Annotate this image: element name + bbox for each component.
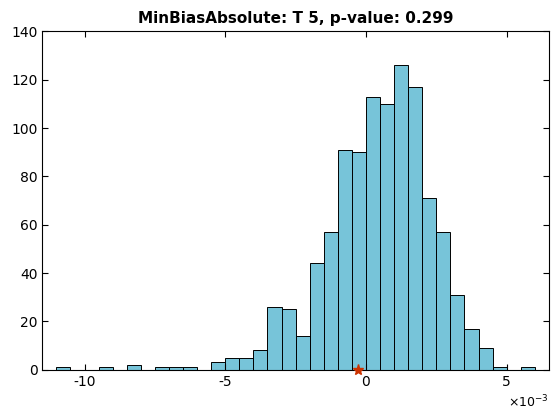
Bar [310,263,324,370]
Bar [338,150,352,370]
Bar [211,362,225,370]
Bar [99,367,113,370]
Bar [239,357,254,370]
Bar [422,198,436,370]
Bar [183,367,197,370]
Text: $\times10^{-3}$: $\times10^{-3}$ [508,393,549,410]
Bar [479,348,493,370]
Bar [254,350,268,370]
Bar [493,367,507,370]
Bar [282,309,296,370]
Bar [268,307,282,370]
Bar [408,87,422,370]
Title: MinBiasAbsolute: T 5, p-value: 0.299: MinBiasAbsolute: T 5, p-value: 0.299 [138,11,454,26]
Bar [225,357,239,370]
Bar [450,295,464,370]
Bar [169,367,183,370]
Bar [155,367,169,370]
Bar [464,328,479,370]
Bar [57,367,71,370]
Bar [296,336,310,370]
Bar [380,104,394,370]
Bar [366,97,380,370]
Bar [127,365,141,370]
Bar [436,232,450,370]
Bar [324,232,338,370]
Bar [352,152,366,370]
Bar [521,367,535,370]
Bar [394,65,408,370]
